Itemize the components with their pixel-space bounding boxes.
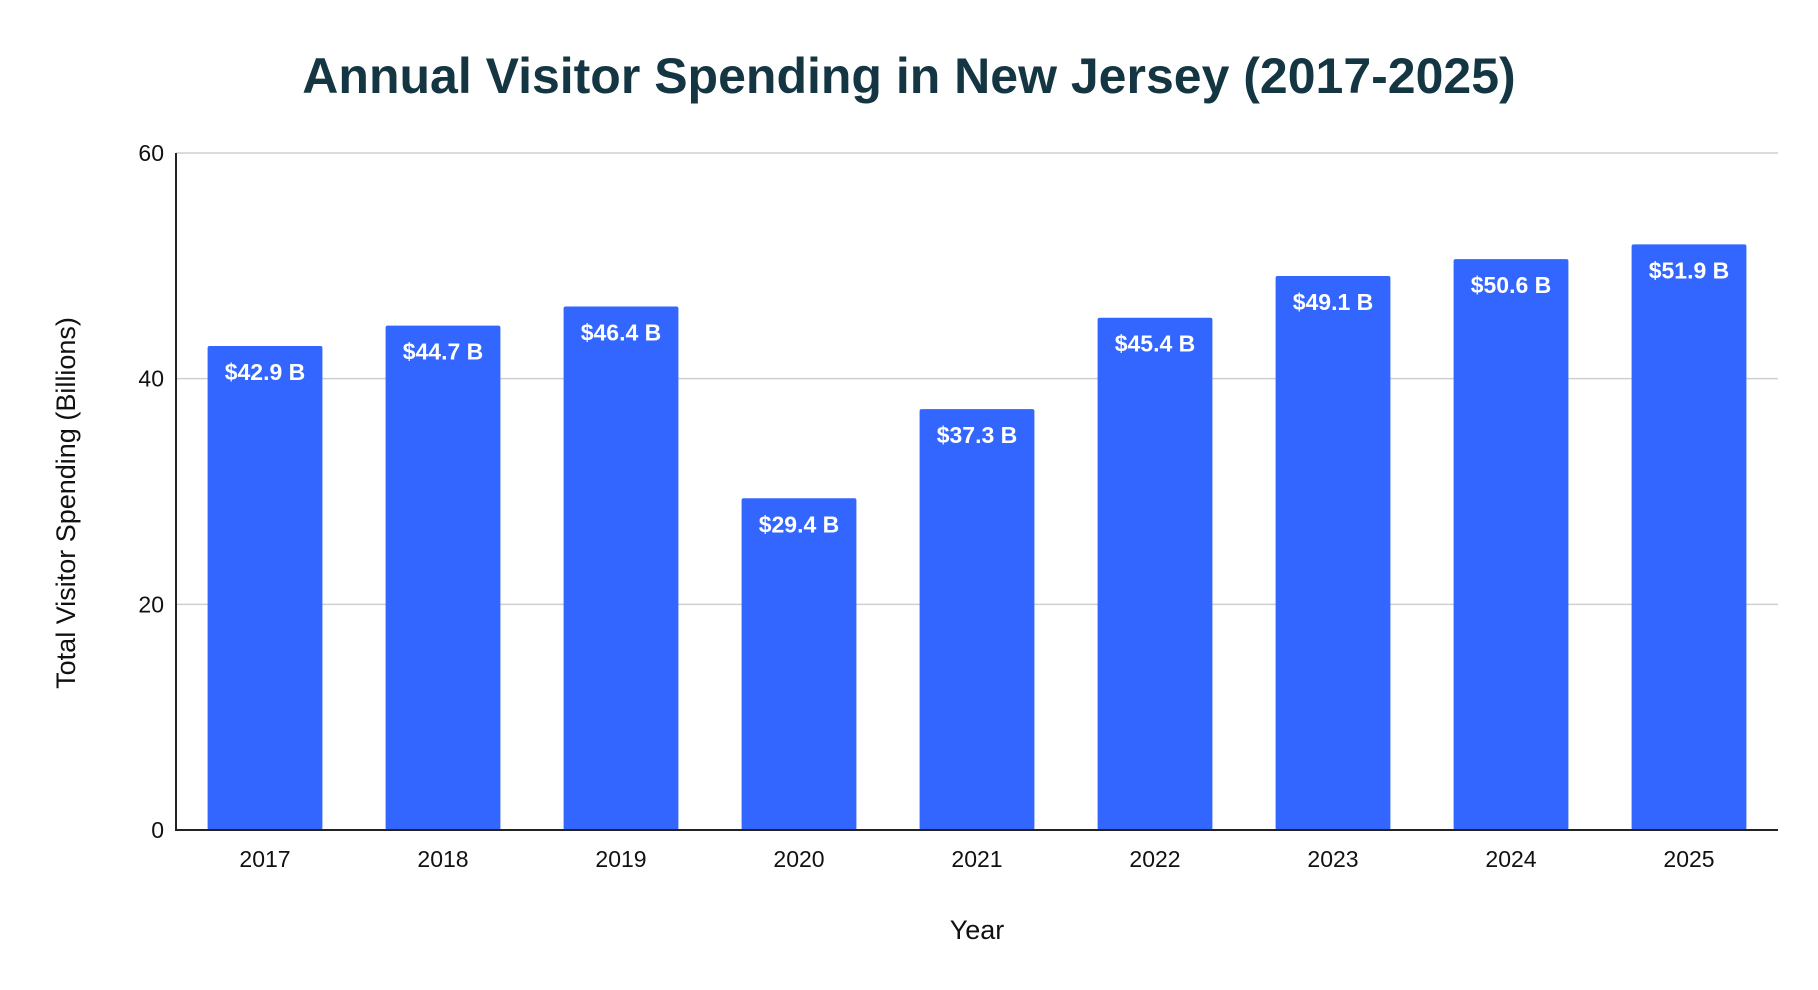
bar-2022 (1097, 317, 1213, 830)
data-label: $50.6 B (1471, 272, 1552, 298)
bar-2020 (741, 498, 857, 830)
x-tick-label: 2021 (951, 846, 1002, 872)
data-label: $51.9 B (1649, 257, 1730, 283)
x-tick-label: 2023 (1307, 846, 1358, 872)
x-tick-label: 2017 (239, 846, 290, 872)
y-axis-ticks: 0 20 40 60 (138, 140, 164, 843)
bar-2021 (919, 409, 1035, 830)
x-tick-label: 2018 (417, 846, 468, 872)
bar-2025 (1631, 244, 1747, 830)
y-tick-label: 0 (151, 817, 164, 843)
data-labels: $42.9 B $44.7 B $46.4 B $29.4 B $37.3 B $45.4… (225, 257, 1730, 537)
x-tick-label: 2019 (595, 846, 646, 872)
bar-2018 (385, 325, 501, 830)
y-tick-label: 60 (138, 140, 164, 166)
data-label: $45.4 B (1115, 331, 1196, 357)
x-tick-label: 2024 (1485, 846, 1536, 872)
y-axis-title: Total Visitor Spending (Billions) (51, 317, 81, 689)
data-label: $46.4 B (581, 319, 662, 345)
data-label: $29.4 B (759, 511, 840, 537)
x-tick-label: 2020 (773, 846, 824, 872)
chart-title: Annual Visitor Spending in New Jersey (2… (302, 48, 1515, 104)
x-tick-label: 2022 (1129, 846, 1180, 872)
bar-2019 (563, 306, 679, 830)
bars (207, 244, 1747, 830)
x-tick-label: 2025 (1663, 846, 1714, 872)
data-label: $49.1 B (1293, 289, 1374, 315)
y-tick-label: 40 (138, 366, 164, 392)
x-axis-title: Year (950, 915, 1005, 945)
bar-2017 (207, 345, 323, 830)
data-label: $44.7 B (403, 339, 484, 365)
bar-2023 (1275, 275, 1391, 830)
data-label: $42.9 B (225, 359, 306, 385)
x-axis-ticks: 2017 2018 2019 2020 2021 2022 2023 2024 2025 (239, 846, 1714, 872)
data-label: $37.3 B (937, 422, 1018, 448)
y-tick-label: 20 (138, 591, 164, 617)
bar-2024 (1453, 259, 1569, 830)
